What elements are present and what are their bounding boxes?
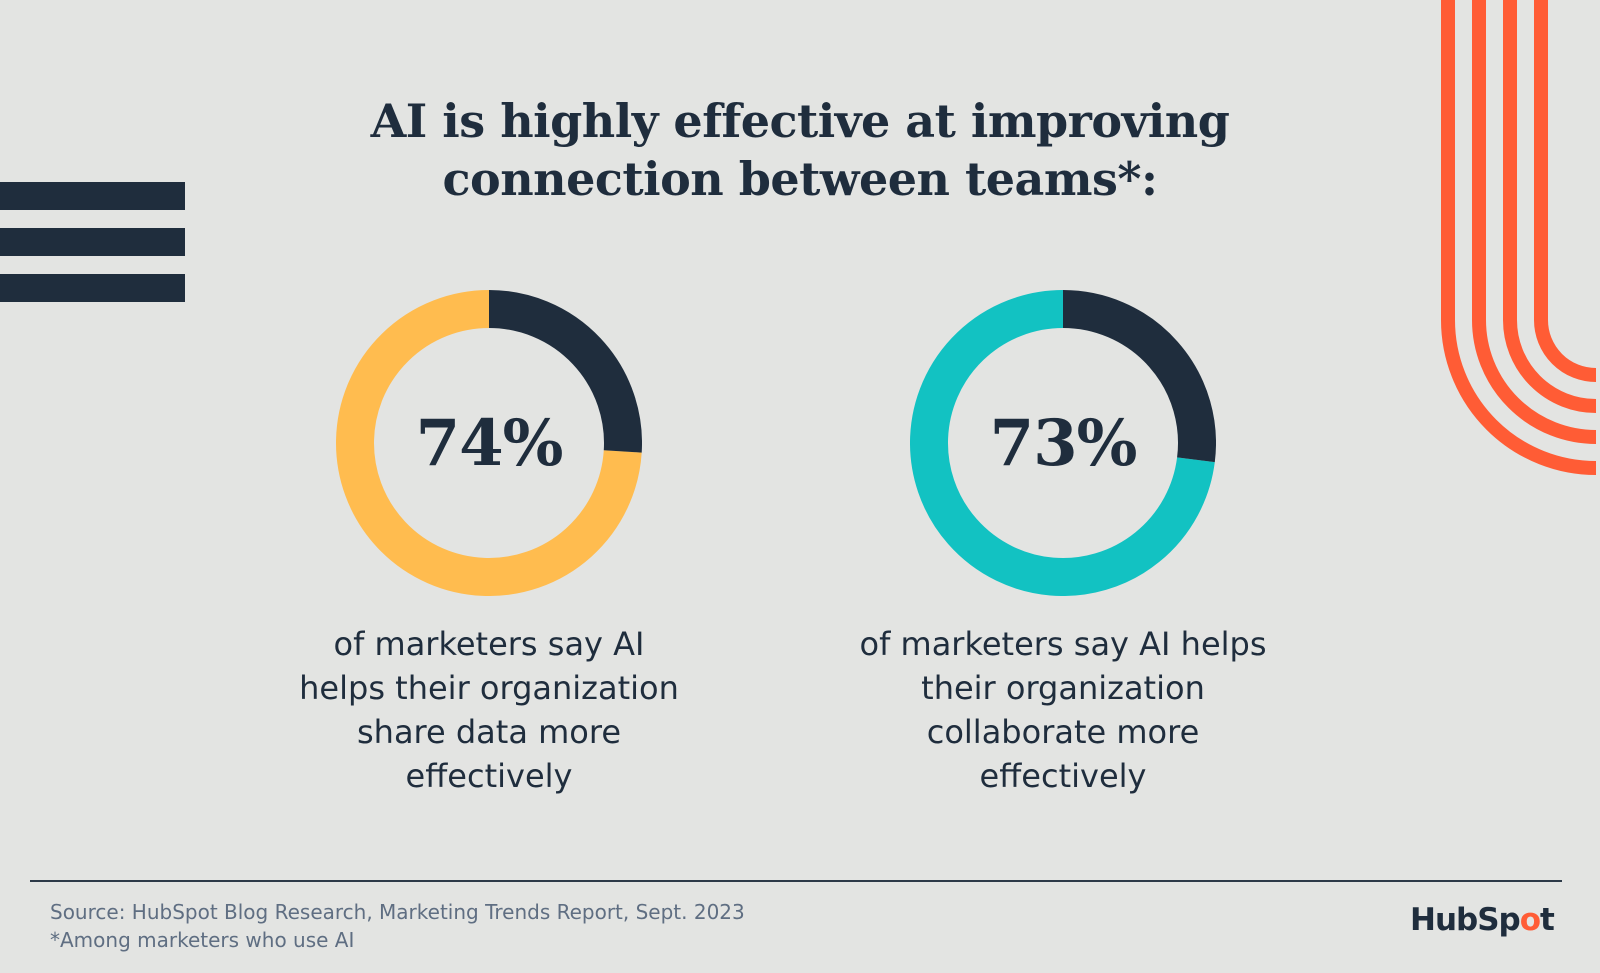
description-line: helps their organization <box>299 669 679 707</box>
sprocket-icon: o <box>1519 902 1541 938</box>
title-line-1: AI is highly effective at improving <box>370 94 1230 148</box>
logo-text-end: t <box>1540 902 1555 938</box>
description-line: collaborate more <box>926 713 1200 751</box>
description-share-data: of marketers say AI helps their organiza… <box>259 622 719 798</box>
description-line: effectively <box>979 757 1147 795</box>
description-line: of marketers say AI <box>333 625 645 663</box>
logo-text-start: HubSp <box>1410 902 1521 938</box>
decorative-arcs <box>1441 0 1597 475</box>
donut-segment-value <box>336 290 642 596</box>
description-line: share data more <box>356 713 621 751</box>
page-title: AI is highly effective at improving conn… <box>0 92 1600 208</box>
description-line: effectively <box>405 757 573 795</box>
description-line: their organization <box>921 669 1205 707</box>
decorative-arc <box>1441 0 1597 475</box>
donut-segment-remainder <box>488 290 642 453</box>
donut-percent-label: 73% <box>989 405 1138 481</box>
donut-segment-remainder <box>1062 290 1216 463</box>
decorative-bar <box>0 228 185 256</box>
footer-source: Source: HubSpot Blog Research, Marketing… <box>50 898 745 954</box>
donut-chart-collaborate: 73% <box>910 290 1216 596</box>
decorative-arc <box>1534 0 1597 382</box>
footer-divider <box>30 880 1562 882</box>
description-line: of marketers say AI helps <box>859 625 1267 663</box>
decorative-bar <box>0 182 185 210</box>
source-text: Source: HubSpot Blog Research, Marketing… <box>50 900 745 924</box>
decorative-arc <box>1472 0 1597 444</box>
title-line-2: connection between teams*: <box>442 152 1158 206</box>
donut-segment-value <box>910 290 1215 596</box>
donut-svg <box>910 290 1216 596</box>
decorative-bar <box>0 274 185 302</box>
hubspot-logo: HubSpot <box>1410 902 1555 938</box>
donut-percent-label: 74% <box>415 405 564 481</box>
footnote-text: *Among marketers who use AI <box>50 928 355 952</box>
donut-chart-share-data: 74% <box>336 290 642 596</box>
decorative-arc <box>1503 0 1597 413</box>
donut-svg <box>336 290 642 596</box>
description-collaborate: of marketers say AI helps their organiza… <box>813 622 1313 798</box>
